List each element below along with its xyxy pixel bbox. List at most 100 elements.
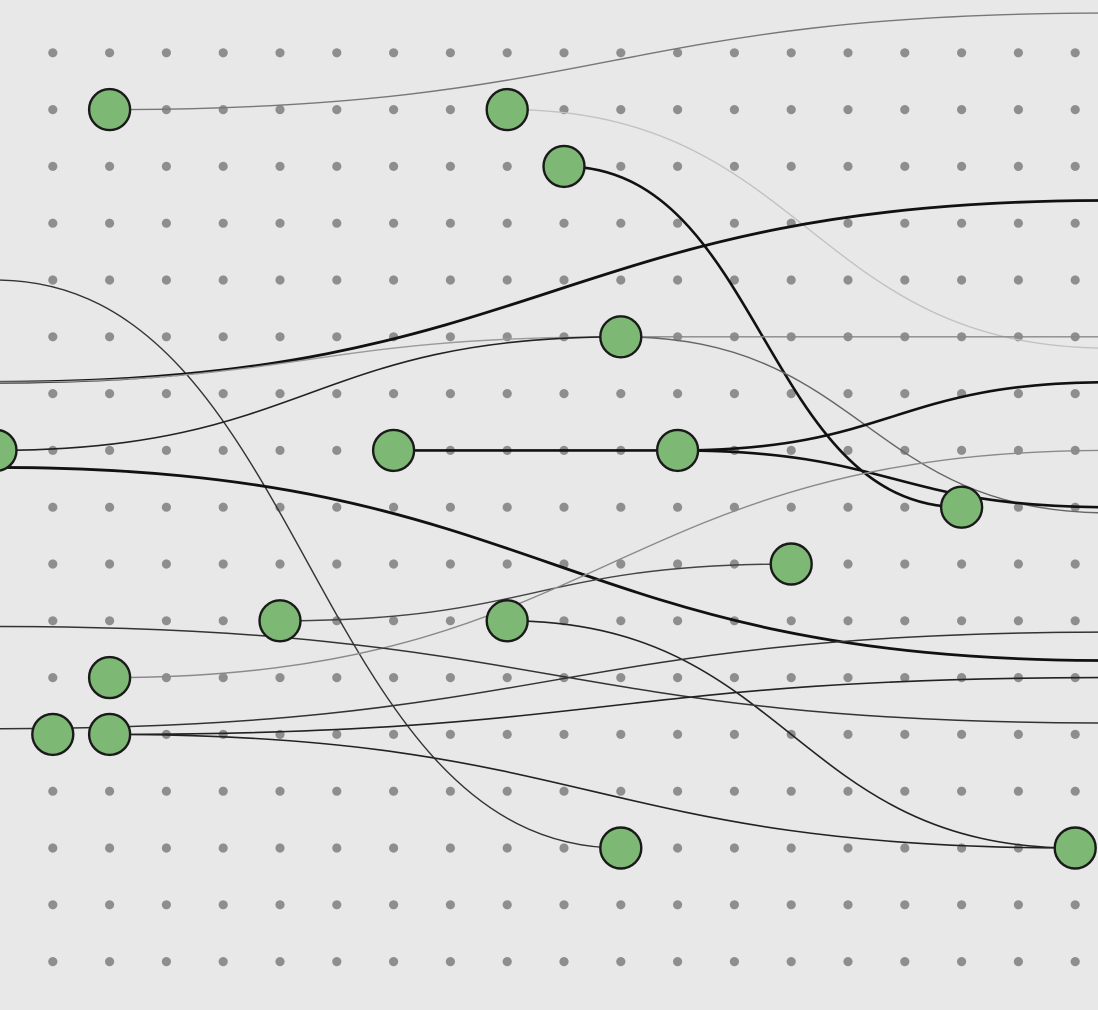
grid-dot (502, 48, 512, 58)
grid-dot (786, 957, 796, 967)
grid-dot (48, 275, 58, 285)
grid-dot (559, 673, 569, 683)
grid-dot (729, 559, 740, 569)
grid-dot (48, 48, 58, 58)
node-circle[interactable] (655, 428, 700, 473)
node-circle[interactable] (542, 144, 586, 189)
grid-dot (843, 900, 853, 910)
grid-dot (673, 616, 683, 626)
graph-node-n6[interactable] (371, 428, 416, 473)
graph-node-n10[interactable] (258, 599, 302, 643)
grid-dot (673, 843, 683, 853)
grid-dot (673, 275, 683, 285)
grid-dot (673, 48, 683, 58)
grid-dot (957, 445, 967, 455)
node-circle[interactable] (599, 826, 643, 870)
grid-dot (218, 389, 228, 399)
grid-dot (559, 900, 569, 910)
grid-dot (332, 559, 342, 569)
grid-dot (1013, 275, 1024, 285)
grid-dot (48, 445, 58, 455)
edge-5 (0, 199, 1098, 384)
edge-19 (108, 676, 1098, 736)
graph-node-n2[interactable] (485, 87, 529, 132)
grid-dot (957, 900, 967, 910)
graph-node-n12[interactable] (87, 655, 132, 700)
node-circle[interactable] (87, 87, 132, 132)
grid-dot (957, 957, 967, 967)
grid-dot (502, 275, 512, 285)
grid-dot (105, 616, 115, 626)
grid-dot (218, 218, 228, 228)
grid-dot (843, 389, 853, 399)
grid-dot (332, 502, 342, 512)
edge-14 (279, 563, 792, 622)
grid-dot (161, 786, 171, 796)
grid-dot (218, 502, 228, 512)
graph-node-n15[interactable] (599, 826, 643, 870)
node-circle[interactable] (0, 429, 18, 472)
node-circle[interactable] (258, 599, 302, 643)
grid-dot (105, 48, 115, 58)
grid-dot (673, 105, 683, 115)
grid-dot (957, 729, 967, 740)
grid-dot (218, 332, 228, 342)
graph-node-n3[interactable] (542, 144, 586, 189)
grid-dot (218, 161, 228, 171)
graph-node-n7[interactable] (655, 428, 700, 473)
grid-dot (445, 729, 455, 740)
grid-dot (161, 275, 171, 285)
edge-17 (0, 625, 1098, 724)
grid-dot (161, 389, 171, 399)
grid-dot (786, 48, 796, 58)
grid-dot (389, 389, 399, 399)
node-circle[interactable] (87, 712, 132, 757)
graph-node-n4[interactable] (599, 315, 643, 359)
grid-dot (332, 275, 342, 285)
grid-dot (161, 673, 171, 683)
graph-node-n9[interactable] (769, 542, 813, 586)
graph-node-n1[interactable] (87, 87, 132, 132)
node-circle[interactable] (87, 655, 132, 700)
edge-10 (0, 466, 1098, 662)
grid-dot (161, 957, 171, 967)
node-circle[interactable] (485, 599, 529, 643)
grid-dot (1013, 48, 1024, 58)
grid-dot (673, 502, 683, 512)
grid-dot (332, 161, 342, 171)
graph-node-n5[interactable] (0, 429, 18, 472)
node-circle[interactable] (31, 712, 75, 757)
graph-node-n13[interactable] (31, 712, 75, 757)
grid-dot (502, 161, 512, 171)
grid-dot (105, 559, 115, 569)
graph-node-n16[interactable] (1053, 826, 1097, 870)
node-circle[interactable] (769, 542, 813, 586)
grid-dot (1013, 218, 1024, 228)
graph-node-n11[interactable] (485, 599, 529, 643)
graph-node-n8[interactable] (939, 485, 984, 529)
edge-layer (0, 12, 1098, 849)
node-circle[interactable] (599, 315, 643, 359)
grid-dot (389, 786, 399, 796)
grid-dot (332, 786, 342, 796)
grid-dot (1013, 957, 1024, 967)
grid-dot (161, 445, 171, 455)
grid-dot (673, 729, 683, 740)
node-circle[interactable] (1053, 826, 1097, 870)
grid-dot (559, 786, 569, 796)
node-circle[interactable] (939, 485, 984, 529)
node-circle[interactable] (371, 428, 416, 473)
grid-dot (389, 843, 399, 853)
node-circle[interactable] (485, 87, 529, 132)
grid-dot (445, 332, 455, 342)
grid-dot (105, 218, 115, 228)
grid-dot (275, 445, 285, 455)
grid-dot (729, 786, 740, 796)
grid-dot (105, 445, 115, 455)
grid-dot (502, 957, 512, 967)
grid-dot (900, 843, 910, 853)
graph-node-n14[interactable] (87, 712, 132, 757)
grid-dot (900, 218, 910, 228)
grid-dot (843, 957, 853, 967)
grid-dot (729, 48, 740, 58)
